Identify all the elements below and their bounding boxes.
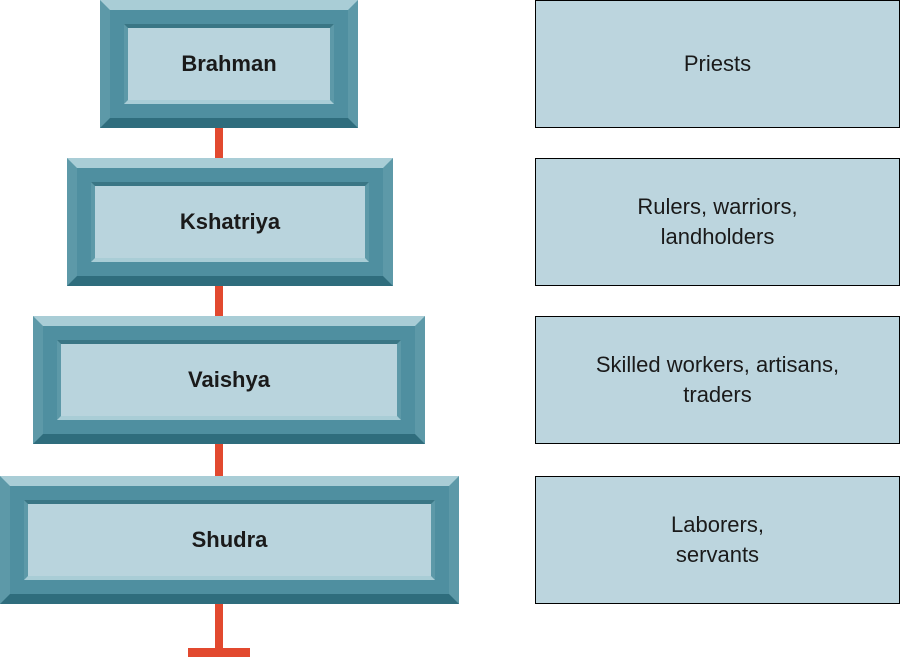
- desc-box-3: Laborers, servants: [535, 476, 900, 604]
- desc-text: Laborers, servants: [671, 510, 764, 569]
- connector-3: [215, 604, 223, 648]
- desc-text: Priests: [684, 49, 751, 79]
- connector-2: [215, 444, 223, 476]
- desc-box-2: Skilled workers, artisans, traders: [535, 316, 900, 444]
- desc-box-0: Priests: [535, 0, 900, 128]
- caste-box-vaishya: Vaishya: [33, 316, 425, 444]
- connector-0: [215, 128, 223, 158]
- desc-box-1: Rulers, warriors, landholders: [535, 158, 900, 286]
- desc-text: Rulers, warriors, landholders: [637, 192, 797, 251]
- caste-box-kshatriya: Kshatriya: [67, 158, 393, 286]
- caste-box-shudra: Shudra: [0, 476, 459, 604]
- caste-box-brahman: Brahman: [100, 0, 358, 128]
- caste-label: Kshatriya: [180, 209, 280, 235]
- caste-label: Vaishya: [188, 367, 270, 393]
- desc-text: Skilled workers, artisans, traders: [596, 350, 839, 409]
- caste-label: Shudra: [192, 527, 268, 553]
- connector-1: [215, 286, 223, 316]
- connector-terminal-cap: [188, 648, 250, 657]
- caste-label: Brahman: [181, 51, 276, 77]
- caste-diagram: Brahman Kshatriya Vaishya Shudra Priests Rule…: [0, 0, 900, 660]
